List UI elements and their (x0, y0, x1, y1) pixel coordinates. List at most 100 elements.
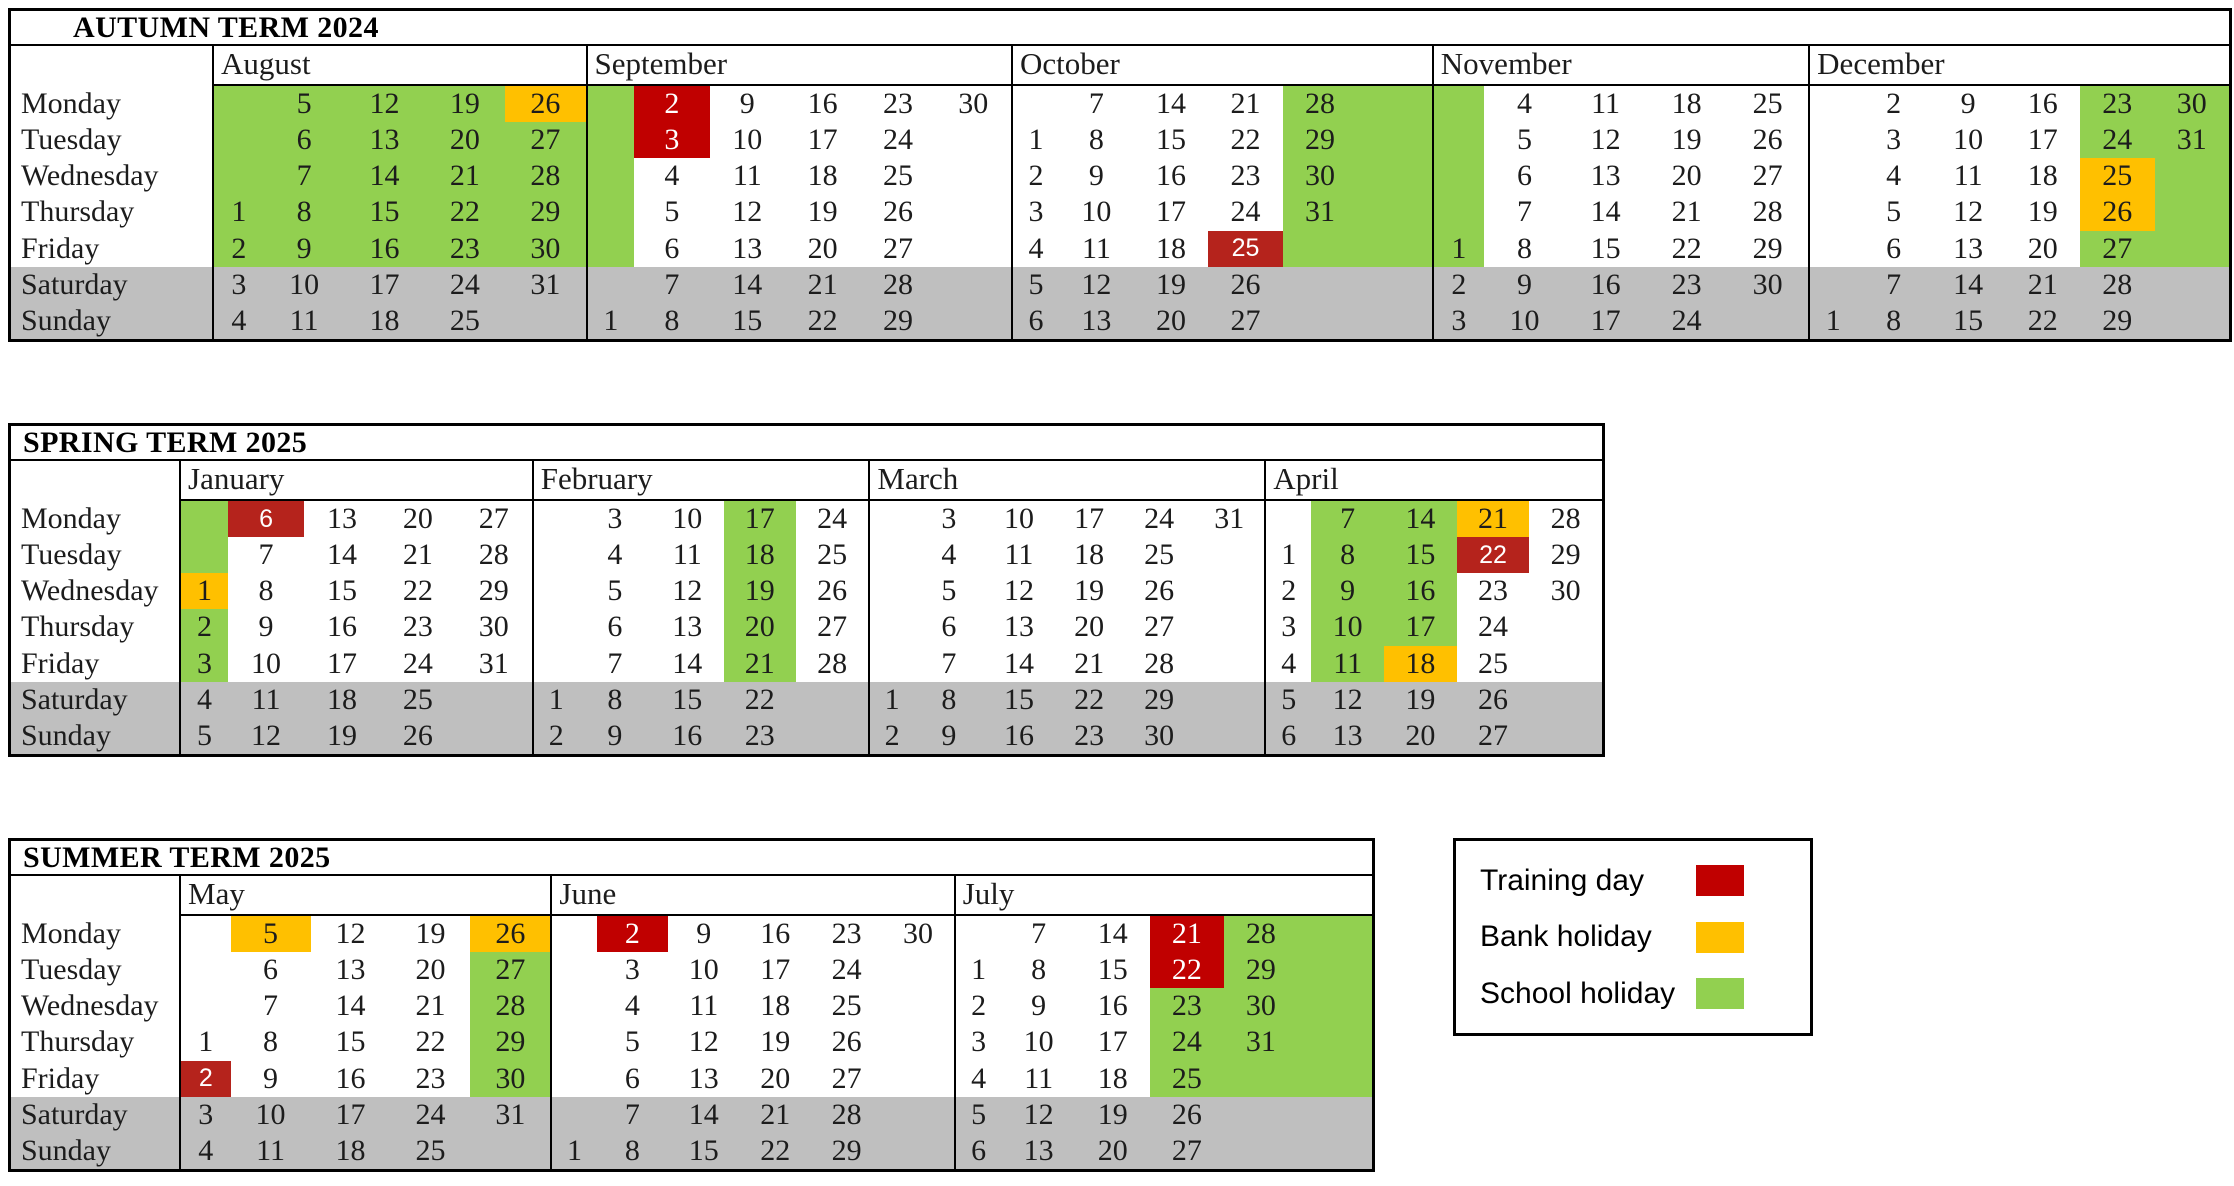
date-cell-february-1: 1 (548, 682, 564, 716)
date-cell-november-1: 1 (1433, 230, 1485, 267)
date-cell-september-29: 29 (882, 303, 913, 337)
date-cell-march-3: 3 (941, 502, 957, 536)
date-cell-july-3: 3 (971, 1025, 987, 1059)
date-cell-april-26: 26 (1478, 682, 1508, 716)
date-cell-empty (214, 86, 264, 123)
date-cell-october-31: 31 (1282, 194, 1358, 231)
legend-box: Training day Bank holiday School holiday (1453, 838, 1813, 1036)
date-cell-may-8: 8 (263, 1025, 279, 1059)
date-cell-october-2: 2 (1028, 159, 1044, 193)
date-cell-july-30: 30 (1223, 988, 1298, 1025)
date-cell-january-7: 7 (258, 538, 274, 572)
date-cell-empty (1810, 86, 1856, 122)
date-cell-december-16: 16 (2027, 87, 2058, 121)
day-label-thursday: Thursday (21, 195, 135, 229)
date-cell-may-22: 22 (415, 1025, 446, 1059)
date-cell-september-4: 4 (664, 159, 680, 193)
month-name: February (533, 461, 869, 501)
weekday-row: 1 8 15 22 29 (181, 1024, 551, 1061)
date-cell-july-25: 25 (1149, 1060, 1224, 1097)
date-cell-august-14: 14 (344, 158, 425, 195)
date-cell-march-25: 25 (1144, 538, 1175, 572)
date-cell-empty (181, 501, 229, 538)
weekday-row: 2 9 16 23 30 (1013, 158, 1432, 195)
date-cell-empty (1297, 988, 1373, 1025)
date-cell-february-9: 9 (607, 718, 623, 752)
date-cell-june-20: 20 (760, 1061, 791, 1095)
date-cell-august-6: 6 (263, 122, 345, 159)
month-name: July (955, 876, 1372, 916)
date-cell-june-5: 5 (624, 1025, 640, 1059)
date-cell-september-13: 13 (732, 231, 763, 265)
date-cell-may-5: 5 (230, 916, 311, 953)
date-cell-november-29: 29 (1752, 231, 1783, 265)
date-cell-empty (587, 230, 635, 267)
weekday-row: 4 11 18 25 (1266, 645, 1602, 682)
day-label-friday: Friday (21, 646, 100, 680)
date-cell-january-26: 26 (402, 718, 433, 752)
date-cell-empty (870, 573, 913, 609)
date-cell-empty (1298, 1133, 1372, 1169)
date-cell-july-14: 14 (1097, 917, 1128, 951)
weekday-row: 4 11 18 25 (956, 1060, 1373, 1097)
date-cell-april-28: 28 (1550, 502, 1581, 536)
date-cell-september-25: 25 (882, 159, 913, 193)
weekday-row: 6 13 20 27 (587, 230, 1011, 267)
date-cell-march-28: 28 (1144, 646, 1175, 680)
weekday-row: 7 14 21 28 (1433, 194, 1808, 231)
month-column-august: August 5 12 19 26 6 13 20 27 7 14 21 28 1 8 15 22 29 2 9 16 2… (214, 46, 588, 339)
date-cell-december-27: 27 (2079, 230, 2155, 267)
date-cell-may-24: 24 (415, 1097, 446, 1131)
weekday-row: 5 12 19 26 (1433, 122, 1808, 159)
month-date-rows: 4 11 18 25 5 12 19 26 6 13 20 27 7 14 21 28 1 8 15 22 29 2 9 16… (1433, 86, 1809, 339)
date-cell-august-22: 22 (424, 194, 506, 231)
date-cell-july-22: 22 (1149, 952, 1224, 989)
day-label-column-header-spacer (11, 46, 212, 86)
date-cell-july-2: 2 (971, 989, 987, 1023)
date-cell-august-1: 1 (214, 194, 264, 231)
date-cell-february-26: 26 (817, 574, 848, 608)
weekday-row: 4 11 18 25 (1433, 86, 1808, 123)
date-cell-may-3: 3 (198, 1097, 214, 1131)
date-cell-empty (1357, 303, 1432, 339)
date-cell-april-25: 25 (1478, 646, 1508, 680)
date-cell-empty (1297, 952, 1373, 989)
date-cell-march-23: 23 (1074, 718, 1105, 752)
weekday-row: 7 14 21 28 (181, 537, 532, 574)
date-cell-empty (796, 682, 868, 718)
date-cell-empty (534, 646, 579, 682)
date-cell-january-5: 5 (197, 718, 213, 752)
date-cell-april-29: 29 (1550, 538, 1581, 572)
month-name: December (1810, 46, 2230, 86)
weekday-row: 7 14 21 28 (1266, 501, 1602, 538)
weekday-row: 2 9 16 23 30 (214, 230, 586, 267)
date-cell-march-29: 29 (1144, 682, 1175, 716)
month-name: May (181, 876, 551, 916)
date-cell-empty (936, 303, 1011, 339)
date-cell-november-30: 30 (1752, 267, 1783, 301)
weekday-row: 4 11 18 25 (1810, 158, 2230, 195)
date-cell-march-13: 13 (1003, 610, 1034, 644)
weekend-row: 5 12 19 26 (1266, 681, 1602, 718)
day-label-friday: Friday (21, 231, 100, 265)
date-cell-january-1: 1 (181, 573, 229, 610)
date-cell-october-28: 28 (1282, 86, 1358, 123)
month-name: January (181, 461, 532, 501)
day-label-monday: Monday (21, 502, 121, 536)
date-cell-december-4: 4 (1886, 159, 1902, 193)
date-cell-may-13: 13 (335, 953, 366, 987)
date-cell-empty (1194, 718, 1264, 754)
month-column-may: May 5 12 19 26 6 13 20 27 7 14 21 28 1 8 15 22 29 2 9 16 23 30… (181, 876, 553, 1169)
weekday-row: 1 8 15 22 29 (1433, 230, 1808, 267)
date-cell-february-8: 8 (607, 682, 623, 716)
date-cell-june-7: 7 (624, 1097, 640, 1131)
weekday-row: 3 10 17 24 31 (1013, 194, 1432, 231)
day-label-wednesday: Wednesday (21, 574, 159, 608)
date-cell-july-1: 1 (971, 953, 987, 987)
date-cell-november-19: 19 (1671, 123, 1702, 157)
day-label-saturday: Saturday (11, 1096, 179, 1133)
date-cell-empty (1357, 194, 1432, 231)
date-cell-september-17: 17 (807, 123, 838, 157)
date-cell-empty (1810, 158, 1856, 194)
date-cell-june-19: 19 (760, 1025, 791, 1059)
